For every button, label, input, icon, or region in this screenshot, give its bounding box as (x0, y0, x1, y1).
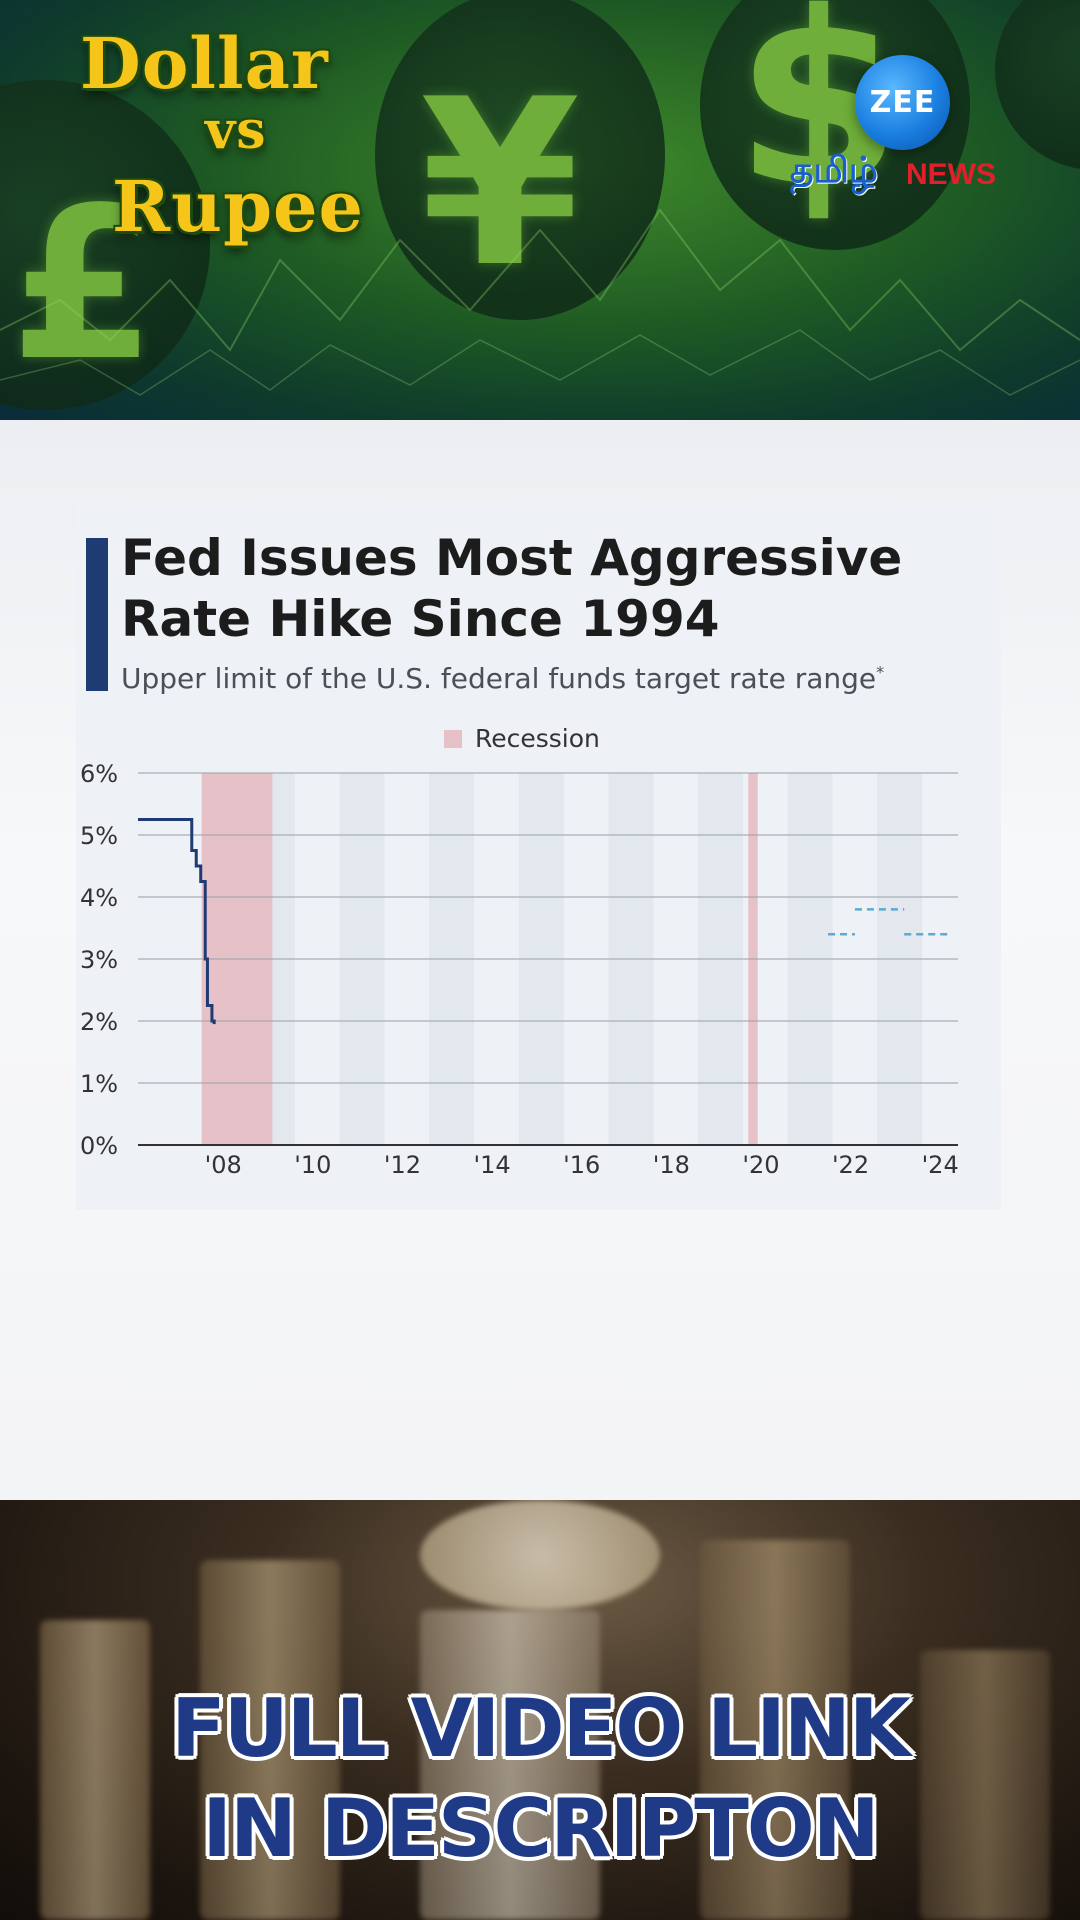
banner-title-line3: Rupee (112, 165, 365, 248)
cta-line1: FULL VIDEO LINK (171, 1682, 911, 1775)
market-wave-graphic (0, 208, 1080, 396)
zee-logo: ZEE (855, 55, 950, 150)
x-tick-label: '22 (832, 1151, 869, 1179)
rate-line-series (138, 818, 216, 1025)
y-tick-label: 5% (80, 822, 118, 850)
coin-stack-graphic (40, 1620, 150, 1920)
logo-tamil-text: தமிழ் (790, 150, 878, 191)
coin-stack-graphic (420, 1610, 600, 1920)
bottom-banner: FULL VIDEO LINK IN DESCRIPTON (0, 1500, 1080, 1920)
x-tick-label: '08 (205, 1151, 242, 1179)
x-tick-label: '16 (563, 1151, 600, 1179)
y-tick-label: 2% (80, 1008, 118, 1036)
x-tick-label: '12 (384, 1151, 421, 1179)
chart-subtitle: Upper limit of the U.S. federal funds ta… (121, 662, 884, 695)
top-banner: £ ¥ $ Dollar vs Rupee ZEE தமிழ் NEWS (0, 0, 1080, 420)
yen-coin (375, 0, 665, 320)
chart-subtitle-text: Upper limit of the U.S. federal funds ta… (121, 662, 877, 695)
cta-line2: IN DESCRIPTON (202, 1782, 879, 1875)
legend-recession-swatch (444, 730, 462, 748)
legend-recession-label: Recession (475, 724, 600, 753)
y-tick-label: 3% (80, 946, 118, 974)
yen-icon: ¥ (420, 51, 581, 318)
logo-news-text: NEWS (906, 158, 996, 191)
banner-title-line2: vs (205, 100, 267, 161)
x-tick-label: '18 (653, 1151, 690, 1179)
banner-title-line1: Dollar (80, 22, 329, 105)
x-tick-label: '14 (473, 1151, 510, 1179)
coin-stack-graphic (920, 1650, 1050, 1920)
pound-icon: £ (10, 162, 157, 407)
x-tick-label: '10 (294, 1151, 331, 1179)
y-tick-label: 0% (80, 1132, 118, 1160)
chart-title-line1: Fed Issues Most Aggressive (121, 529, 903, 587)
chart-subtitle-footnote-mark: * (876, 662, 885, 682)
chart-title-line2: Rate Hike Since 1994 (121, 590, 720, 648)
zee-logo-text: ZEE (869, 85, 936, 120)
y-tick-label: 4% (80, 884, 118, 912)
x-tick-label: '24 (922, 1151, 959, 1179)
x-tick-label: '20 (742, 1151, 779, 1179)
coin-stack-graphic (700, 1540, 850, 1920)
chart-title: Fed Issues Most Aggressive Rate Hike Sin… (121, 528, 921, 650)
y-tick-label: 6% (80, 760, 118, 788)
rate-chart: 0% 1% 2% 3% 4% 5% 6% '08 '10 '12 '14 '16 '18 '20 '22 '2… (80, 724, 959, 1179)
y-tick-label: 1% (80, 1070, 118, 1098)
title-accent-bar (86, 538, 108, 691)
coin-stack-graphic (200, 1560, 340, 1920)
lamp-glow-graphic (420, 1500, 660, 1610)
